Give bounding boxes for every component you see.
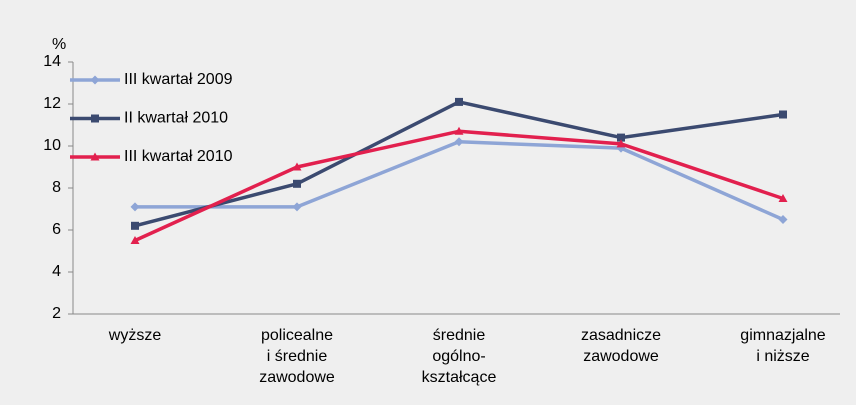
x-tick-label: zasadnicze zawodowe xyxy=(581,327,661,365)
x-tick-label-line: gimnazjalne xyxy=(740,327,825,344)
y-tick-label: 14 xyxy=(43,53,61,70)
legend-label: III kwartał 2010 xyxy=(124,148,233,165)
marker xyxy=(455,97,463,106)
marker xyxy=(454,126,464,135)
marker xyxy=(130,236,140,244)
y-tick-label: 6 xyxy=(52,221,61,238)
marker xyxy=(292,202,302,212)
marker xyxy=(617,133,625,142)
y-tick-label: 2 xyxy=(52,305,61,322)
y-tick-label: 4 xyxy=(52,263,61,280)
y-unit: % xyxy=(52,36,66,53)
marker xyxy=(779,110,787,119)
x-tick-label-line: zawodowe xyxy=(583,348,659,365)
x-tick-label: gimnazjalne i niższe xyxy=(740,327,825,365)
x-tick-label-line: zawodowe xyxy=(259,369,335,386)
x-tick-label: średnie ogólno-kształcące xyxy=(422,327,497,386)
marker xyxy=(130,202,140,212)
y-tick-label: 8 xyxy=(52,179,61,196)
x-tick-label-line: i niższe xyxy=(756,348,809,365)
x-tick-label-line: kształcące xyxy=(422,369,497,386)
x-tick-label-line: średnie xyxy=(433,327,486,344)
legend-label: III kwartał 2009 xyxy=(124,71,233,88)
x-tick-label-line: zasadnicze xyxy=(581,327,661,344)
marker xyxy=(292,162,302,171)
marker xyxy=(778,194,788,202)
marker xyxy=(616,139,626,148)
marker xyxy=(131,221,139,230)
y-tick-label: 12 xyxy=(43,95,61,112)
x-tick-label-line: wyższe xyxy=(108,327,162,344)
marker xyxy=(91,114,99,123)
marker xyxy=(454,137,464,147)
x-tick-label-line: policealne xyxy=(261,327,333,344)
x-tick-label-line: ogólno- xyxy=(432,348,485,365)
marker xyxy=(293,179,301,188)
y-tick-label: 10 xyxy=(43,137,61,154)
x-tick-label: wyższe xyxy=(108,327,162,344)
x-tick-label-line: i średnie xyxy=(267,348,328,365)
marker xyxy=(90,152,100,161)
legend-label: II kwartał 2010 xyxy=(124,110,228,127)
marker xyxy=(778,215,788,224)
marker xyxy=(90,75,100,85)
x-tick-label: policealne i średnie zawodowe xyxy=(259,327,335,386)
